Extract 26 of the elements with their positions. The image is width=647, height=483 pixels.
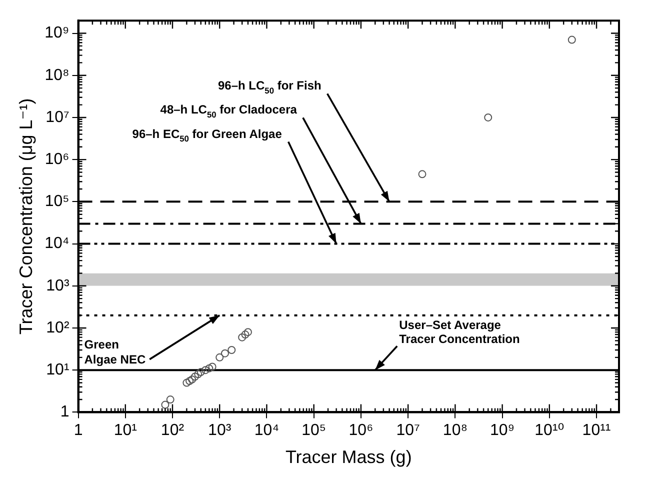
y-tick-label: 10⁵ [44, 193, 70, 210]
x-tick-label: 10² [160, 422, 185, 440]
y-tick-label: 1 [60, 404, 70, 421]
y-tick-label: 10⁹ [44, 24, 70, 42]
x-tick-label: 1 [74, 422, 83, 440]
x-tick-label: 10¹¹ [582, 422, 611, 440]
annotation: User–Set Average Tracer Concentration [399, 318, 520, 346]
y-tick-label: 10⁸ [44, 66, 70, 84]
y-tick-label: 10² [46, 319, 70, 336]
x-tick-label: 10⁷ [396, 422, 420, 440]
y-tick-label: 10⁶ [44, 150, 70, 168]
y-tick-label: 10⁷ [46, 108, 70, 126]
annotation: Green Algae NEC [84, 337, 146, 366]
x-axis-title: Tracer Mass (g) [285, 447, 412, 468]
x-tick-label: 10⁹ [490, 422, 515, 440]
y-tick-label: 10³ [46, 277, 70, 294]
y-tick-label: 10¹ [46, 362, 70, 379]
y-axis-title: Tracer Concentration (μg L⁻¹) [16, 98, 36, 335]
y-tick-label: 10⁴ [44, 235, 70, 252]
x-tick-label: 10⁸ [442, 422, 468, 440]
x-tick-label: 10⁴ [254, 422, 280, 440]
x-tick-label: 10⁶ [348, 422, 374, 440]
x-tick-label: 10¹⁰ [534, 422, 564, 440]
x-tick-label: 10⁵ [302, 422, 326, 440]
x-tick-label: 10¹ [114, 422, 137, 440]
x-tick-label: 10³ [208, 422, 232, 440]
